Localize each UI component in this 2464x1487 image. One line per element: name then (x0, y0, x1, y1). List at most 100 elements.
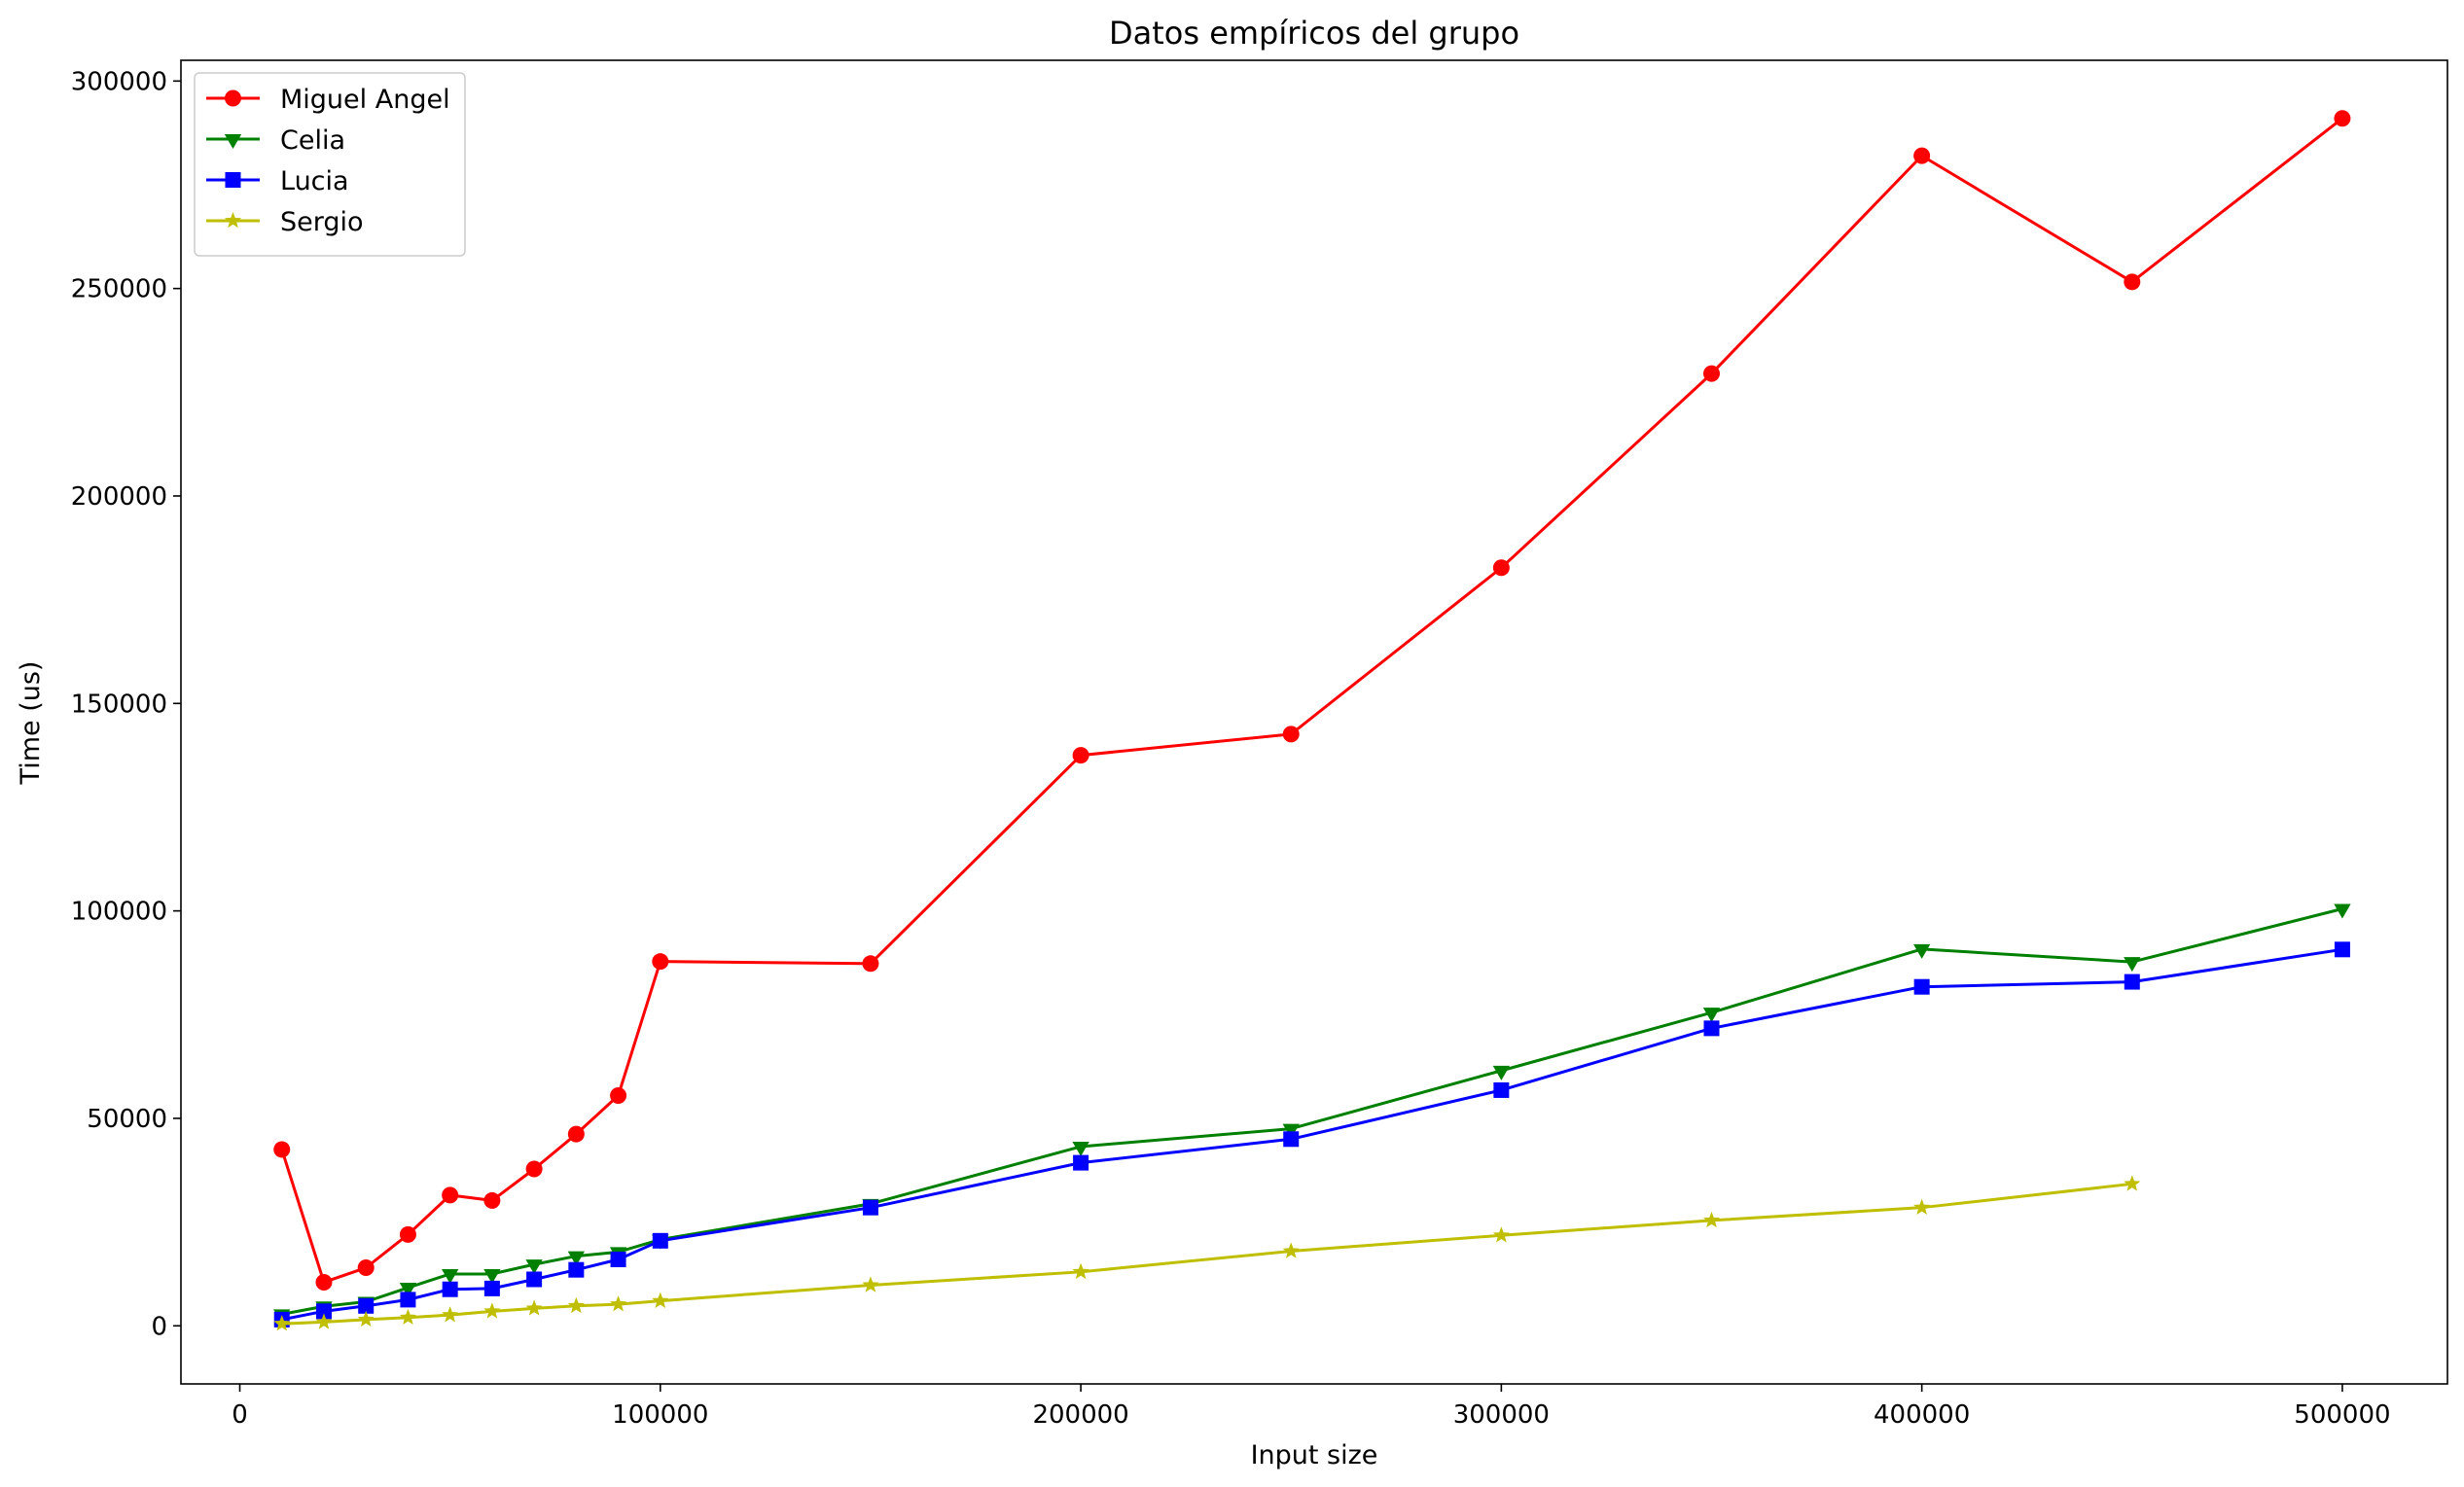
data-point-miguel-angel (1703, 365, 1721, 382)
data-point-miguel-angel (610, 1086, 627, 1104)
data-point-sergio (315, 1313, 333, 1329)
x-tick-label: 300000 (1453, 1400, 1550, 1430)
axes-frame (180, 59, 2448, 1385)
data-point-celia (483, 1268, 501, 1284)
series-lucia (273, 941, 2350, 1328)
data-point-miguel-angel (1913, 147, 1931, 164)
data-point-celia (1912, 943, 1931, 959)
data-point-sergio (1702, 1211, 1721, 1228)
data-point-sergio (399, 1308, 416, 1326)
series-line-celia (279, 906, 2344, 1317)
data-point-celia (1492, 1065, 1511, 1080)
data-point-celia (442, 1268, 459, 1284)
data-point-miguel-angel (2124, 273, 2141, 291)
x-tick-label: 500000 (2294, 1400, 2390, 1430)
y-tick-label: 0 (151, 1312, 167, 1341)
data-point-sergio (1492, 1226, 1510, 1243)
data-point-lucia (400, 1292, 416, 1308)
series-miguel-angel (273, 110, 2351, 1291)
y-axis: 0 50000 100000 150000 200000 250000 300000 (71, 67, 181, 1341)
data-point-sergio (273, 1315, 291, 1331)
legend-label-sergio: Sergio (280, 207, 364, 237)
legend-label-celia: Celia (280, 125, 345, 156)
data-point-lucia (442, 1281, 458, 1297)
y-tick-label: 200000 (71, 482, 167, 512)
y-tick-label: 300000 (71, 67, 167, 96)
x-tick-label: 400000 (1874, 1400, 1970, 1430)
data-point-celia (399, 1283, 417, 1298)
data-point-sergio (357, 1310, 375, 1328)
series-line-miguel-angel (279, 116, 2345, 1284)
y-tick-label: 250000 (71, 275, 167, 304)
chart-title: Datos empíricos del grupo (1109, 15, 1519, 52)
data-point-sergio (610, 1295, 627, 1312)
legend-box (194, 72, 466, 257)
data-point-sergio (1282, 1242, 1300, 1258)
data-point-celia (567, 1251, 586, 1266)
data-point-miguel-angel (652, 953, 669, 971)
data-point-miguel-angel (567, 1125, 585, 1143)
data-point-miguel-angel (315, 1273, 333, 1291)
data-point-lucia (862, 1199, 878, 1216)
data-point-miguel-angel (862, 955, 879, 973)
legend: Miguel Angel Celia Lucia Sergio (194, 72, 466, 257)
data-point-celia (2124, 957, 2141, 973)
x-axis-label: Input size (1251, 1440, 1378, 1470)
y-axis-label: Time (us) (16, 661, 46, 786)
data-point-miguel-angel (1282, 726, 1300, 743)
x-tick-label: 100000 (612, 1400, 708, 1430)
data-point-miguel-angel (357, 1259, 375, 1277)
data-point-lucia (315, 1303, 332, 1320)
data-point-sergio (442, 1306, 459, 1323)
data-point-lucia (1073, 1154, 1089, 1171)
data-point-celia (2334, 903, 2351, 919)
data-point-lucia (1913, 978, 1930, 995)
data-point-celia (1072, 1141, 1089, 1156)
legend-marker-celia (224, 134, 242, 149)
x-tick-label: 200000 (1032, 1400, 1128, 1430)
legend-marker-miguel-angel (225, 89, 241, 107)
data-point-miguel-angel (1072, 747, 1089, 764)
data-point-miguel-angel (2334, 110, 2351, 127)
data-point-celia (525, 1259, 543, 1275)
data-point-sergio (483, 1302, 501, 1319)
data-point-sergio (862, 1276, 879, 1292)
data-point-lucia (358, 1297, 375, 1314)
data-point-sergio (1072, 1262, 1089, 1280)
data-point-lucia (2334, 941, 2350, 958)
data-point-sergio (1913, 1198, 1931, 1215)
x-tick-label: 0 (232, 1400, 248, 1430)
legend-marker-sergio (224, 212, 242, 229)
data-point-miguel-angel (1492, 559, 1510, 577)
data-point-celia (1702, 1008, 1721, 1023)
data-point-miguel-angel (525, 1160, 543, 1178)
data-point-lucia (526, 1271, 543, 1288)
y-tick-label: 100000 (71, 898, 167, 927)
data-point-celia (1282, 1123, 1300, 1139)
data-point-lucia (652, 1232, 668, 1249)
y-tick-label: 150000 (71, 690, 167, 719)
data-point-miguel-angel (483, 1191, 501, 1209)
y-tick-label: 50000 (87, 1105, 167, 1134)
legend-marker-lucia (225, 172, 241, 188)
data-point-lucia (1493, 1081, 1510, 1098)
data-point-miguel-angel (442, 1186, 459, 1204)
data-point-lucia (483, 1280, 500, 1296)
data-point-sergio (525, 1299, 543, 1316)
data-point-sergio (2124, 1175, 2141, 1191)
data-point-lucia (1703, 1020, 1720, 1037)
data-point-miguel-angel (273, 1141, 291, 1158)
data-point-sergio (567, 1296, 585, 1314)
data-point-lucia (1283, 1131, 1300, 1148)
plot-area (273, 110, 2351, 1331)
x-axis: 0 100000 200000 300000 400000 500000 (232, 1384, 2391, 1430)
legend-label-lucia: Lucia (280, 166, 349, 196)
data-point-sergio (652, 1292, 669, 1308)
data-point-lucia (2124, 974, 2140, 990)
data-point-lucia (610, 1252, 626, 1268)
series-sergio (273, 1175, 2141, 1331)
data-point-lucia (568, 1261, 585, 1278)
legend-label-miguel-angel: Miguel Angel (280, 85, 450, 115)
data-point-miguel-angel (399, 1225, 416, 1243)
